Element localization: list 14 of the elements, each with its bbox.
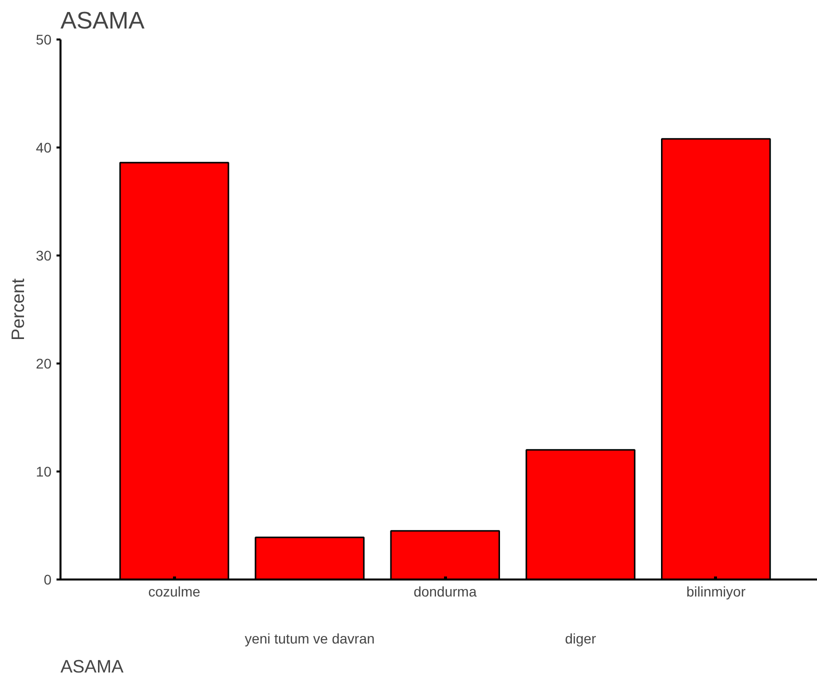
x-tick-label: bilinmiyor — [686, 584, 746, 600]
x-axis-title: ASAMA — [60, 656, 124, 676]
y-tick-label: 50 — [36, 32, 52, 48]
y-axis-title: Percent — [8, 278, 28, 341]
x-tick-label: cozulme — [148, 584, 201, 600]
chart-title: ASAMA — [60, 8, 145, 34]
y-tick-label: 20 — [36, 356, 52, 372]
x-tick-label: dondurma — [414, 584, 477, 600]
y-tick-label: 40 — [36, 140, 52, 156]
y-tick-label: 10 — [36, 464, 52, 480]
x-tick-label: diger — [564, 630, 596, 646]
x-tick-label: yeni tutum ve davran — [244, 630, 375, 646]
y-tick-label: 30 — [36, 248, 52, 264]
y-tick-label: 0 — [44, 572, 52, 588]
